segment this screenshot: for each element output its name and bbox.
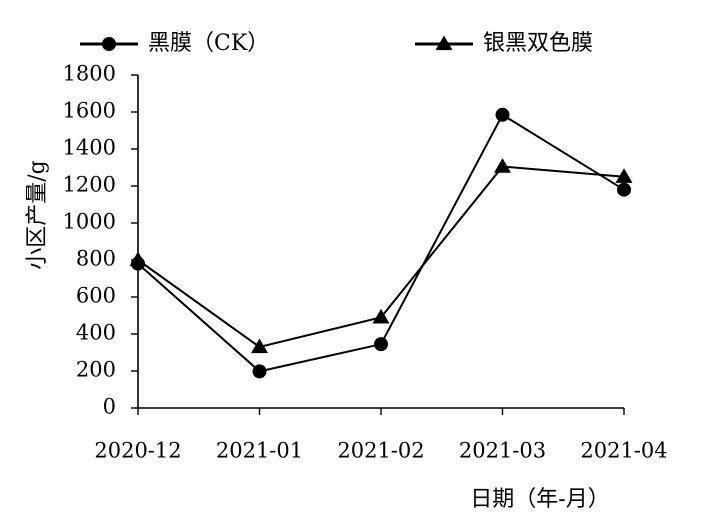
series-1-point [252, 364, 267, 379]
legend-item-2: 银黑双色膜 [415, 31, 593, 56]
x-tick-label: 2021-04 [580, 439, 667, 463]
x-axis: 2020-12 2021-01 2021-02 2021-03 2021-04 [94, 407, 668, 463]
series-1-line [137, 113, 625, 373]
series-2-point [615, 168, 633, 183]
y-tick-label: 1600 [63, 99, 116, 123]
y-tick-label: 400 [76, 321, 116, 345]
series-2-point [129, 251, 147, 267]
x-axis-title: 日期（年-月） [470, 487, 609, 512]
legend-item-1: 黑膜（CK） [80, 31, 269, 56]
y-tick-label: 600 [76, 284, 116, 308]
plot-area [129, 107, 633, 379]
series-1 [131, 107, 631, 379]
series-2-point [372, 308, 390, 324]
series-2-point [251, 338, 268, 354]
series-2 [129, 158, 633, 354]
x-tick-label: 2021-01 [216, 439, 303, 463]
y-tick-label: 1200 [63, 173, 116, 197]
legend-label: 黑膜（CK） [148, 31, 269, 56]
series-1-point [374, 337, 388, 352]
x-tick-label: 2020-12 [94, 439, 181, 463]
y-axis-title: 小区产量/g [25, 160, 50, 270]
y-tick-label: 1800 [63, 62, 116, 86]
y-tick-label: 1400 [63, 136, 116, 160]
legend-swatch-marker [102, 37, 116, 51]
y-tick-label: 0 [103, 395, 116, 419]
legend-label: 银黑双色膜 [483, 31, 593, 56]
y-tick-label: 800 [76, 247, 116, 271]
y-axis: 0 200 400 600 800 1000 1200 1400 1600 1800 [63, 62, 139, 419]
series-1-point [617, 182, 631, 197]
series-1-point [495, 107, 510, 122]
legend-swatch-marker [435, 35, 453, 51]
series-2-point [494, 158, 511, 173]
x-tick-label: 2021-03 [459, 439, 546, 463]
x-tick-label: 2021-02 [337, 439, 424, 463]
y-tick-label: 1000 [63, 210, 116, 234]
y-tick-label: 200 [76, 358, 116, 382]
legend: 黑膜（CK） 银黑双色膜 [80, 31, 593, 56]
